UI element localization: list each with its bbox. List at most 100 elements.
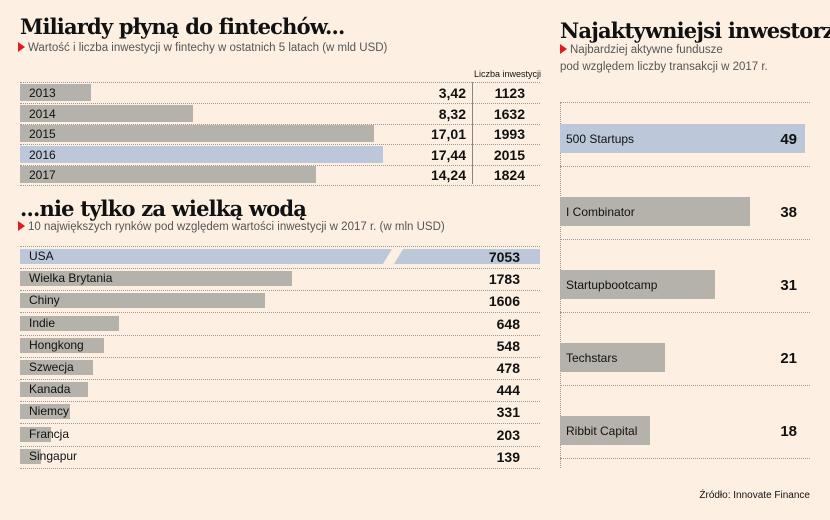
gridline <box>20 445 540 447</box>
gridline <box>20 246 540 247</box>
category-label: Indie <box>29 315 56 330</box>
triangle-icon <box>18 221 25 231</box>
bar <box>20 104 194 122</box>
category-label: I Combinator <box>566 205 635 219</box>
value-label: 139 <box>496 448 520 465</box>
category-label: Kanada <box>29 382 71 397</box>
value-label: 21 <box>780 350 797 367</box>
category-label: Szwecja <box>29 360 74 374</box>
value-label: 1606 <box>488 293 520 310</box>
gridline <box>560 102 810 103</box>
triangle-icon <box>18 42 25 52</box>
gridline <box>20 379 540 380</box>
count-label: 1632 <box>493 105 525 122</box>
chart3-title: Najaktywniejsi inwestorzy <box>560 18 830 43</box>
bar <box>20 337 104 353</box>
value-label: 17,44 <box>430 146 466 163</box>
gridline <box>20 423 540 425</box>
category-label: 2015 <box>29 127 56 141</box>
gridline <box>20 290 540 292</box>
gridline <box>560 166 810 167</box>
category-label: Wielka Brytania <box>29 271 113 286</box>
gridline <box>560 312 810 313</box>
bar <box>20 293 265 309</box>
bar <box>20 145 383 163</box>
bar <box>20 404 71 420</box>
category-label: 2017 <box>29 168 56 182</box>
value-label: 7053 <box>488 249 520 265</box>
gridline <box>20 164 540 166</box>
category-label: Singapur <box>29 448 78 463</box>
category-label: Niemcy <box>29 404 70 419</box>
gridline <box>20 268 540 269</box>
bar <box>560 270 715 299</box>
category-label: Techstars <box>566 351 618 365</box>
value-label: 14,24 <box>430 167 466 183</box>
bar <box>560 124 805 153</box>
bar <box>560 197 750 226</box>
bar <box>20 426 51 442</box>
gridline <box>20 401 540 403</box>
gridline <box>560 458 810 459</box>
category-label: 500 Startups <box>566 132 635 146</box>
bar <box>20 360 93 375</box>
value-label: 8,32 <box>438 105 466 122</box>
category-label: Startupbootcamp <box>566 278 658 292</box>
category-label: Ribbit Capital <box>566 424 638 438</box>
bar <box>560 416 650 445</box>
count-label: 1123 <box>494 85 525 101</box>
category-label: 2013 <box>29 86 56 100</box>
gridline <box>20 334 540 336</box>
gridline <box>20 103 540 104</box>
value-label: 648 <box>496 315 520 332</box>
gridline <box>20 185 540 186</box>
bar <box>20 84 92 101</box>
count-label: 1993 <box>493 126 525 142</box>
value-label: 31 <box>780 277 797 294</box>
chart2-subtitle: 10 największych rynków pod względem wart… <box>18 219 445 236</box>
chart1-title: Miliardy płyną do fintechów... <box>20 14 345 39</box>
triangle-icon <box>560 44 567 54</box>
bar <box>20 448 42 464</box>
category-label: Chiny <box>29 293 60 308</box>
value-label: 444 <box>496 382 520 399</box>
chart3-subtitle-line2: pod względem liczby transakcji w 2017 r. <box>560 61 768 73</box>
value-label: 478 <box>496 360 520 376</box>
value-label: 203 <box>496 426 520 443</box>
bar <box>20 125 374 142</box>
category-label: 2014 <box>29 106 56 121</box>
gridline <box>560 239 810 240</box>
gridline <box>20 123 540 125</box>
gridline <box>20 312 540 314</box>
chart3-subtitle-line1: Najbardziej aktywne fundusze <box>570 44 723 56</box>
count-label: 2015 <box>493 146 525 163</box>
value-label: 38 <box>780 204 797 221</box>
bar <box>20 382 88 398</box>
value-label: 1783 <box>488 271 520 288</box>
chart1-subtitle-text: Wartość i liczba inwestycji w fintechy w… <box>28 42 388 54</box>
value-label: 17,01 <box>430 126 466 142</box>
chart2-subtitle-text: 10 największych rynków pod względem wart… <box>28 221 445 233</box>
category-label: Francja <box>29 426 70 441</box>
value-label: 548 <box>496 337 520 354</box>
bar <box>20 315 119 331</box>
value-label: 331 <box>496 404 520 421</box>
gridline <box>20 467 540 469</box>
chart3-subtitle: Najbardziej aktywne fundusze pod względem… <box>560 42 768 76</box>
bar <box>20 166 317 183</box>
category-label: Hongkong <box>29 337 84 352</box>
count-header: Liczba inwestycji <box>474 69 542 79</box>
count-label: 1824 <box>493 167 525 183</box>
chart1-subtitle: Wartość i liczba inwestycji w fintechy w… <box>18 40 387 57</box>
bar-broken <box>20 249 540 264</box>
gridline <box>20 82 540 83</box>
bar <box>560 343 665 372</box>
value-label: 18 <box>780 423 797 440</box>
column-divider <box>472 82 473 184</box>
gridline <box>20 356 540 358</box>
category-label: 2016 <box>29 147 56 162</box>
source-note: Źródło: Innovate Finance <box>699 490 810 501</box>
gridline <box>20 144 540 145</box>
gridline <box>560 385 810 386</box>
